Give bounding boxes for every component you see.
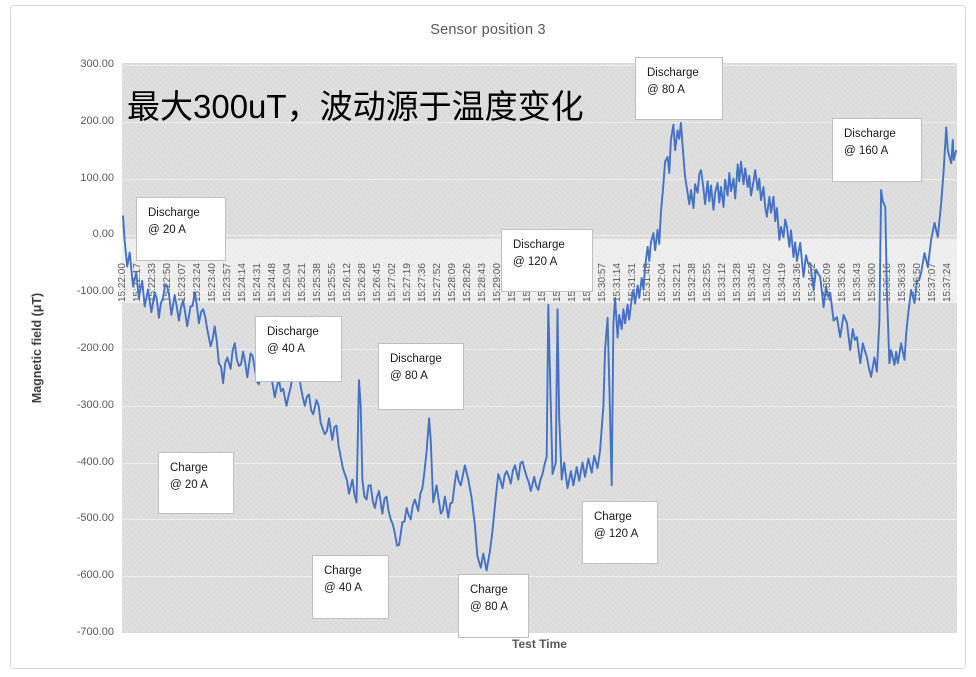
y-tick-label: -500.00 (76, 512, 114, 525)
annotation-text: Discharge (844, 128, 896, 140)
annotation-box: Charge @ 80 A (458, 574, 529, 638)
annotation-text: @ 80 A (470, 601, 508, 614)
annotation-box: Discharge @ 80 A (635, 57, 723, 120)
annotation-text: @ 20 A (170, 479, 208, 492)
y-tick-label: 0.00 (92, 228, 114, 241)
annotation-text: @ 40 A (324, 582, 362, 595)
magnetic-field-series (122, 121, 958, 572)
annotation-text: Discharge (148, 207, 200, 219)
y-tick-label: -100.00 (76, 285, 114, 298)
annotation-box: Discharge @ 160 A (832, 118, 922, 182)
annotation-box: Charge @ 40 A (312, 555, 389, 619)
y-tick-label: 200.00 (80, 114, 114, 127)
x-axis-title: Test Time (512, 637, 567, 651)
annotation-box: Discharge @ 20 A (136, 197, 226, 261)
y-tick-label: -600.00 (76, 569, 114, 582)
annotation-text: Charge (470, 584, 508, 596)
y-tick-label: -200.00 (76, 342, 114, 354)
annotation-box: Charge @ 120 A (582, 501, 658, 564)
annotation-text: @ 120 A (594, 528, 639, 541)
chart-outer-border (10, 5, 966, 669)
annotation-text: Discharge (647, 67, 699, 79)
y-gridline (122, 122, 957, 123)
chart-title: Sensor position 3 (430, 22, 546, 38)
y-gridline (122, 65, 957, 66)
y-gridline (122, 406, 957, 407)
annotation-text: @ 80 A (390, 370, 428, 383)
annotation-text: @ 120 A (513, 256, 558, 269)
annotation-text: Discharge (390, 353, 442, 365)
y-gridline (122, 349, 957, 350)
y-tick-label: -700.00 (76, 626, 114, 638)
y-gridline (122, 519, 957, 520)
annotation-text: Charge (170, 462, 208, 474)
annotation-text: @ 80 A (647, 84, 685, 97)
annotation-text: @ 160 A (844, 145, 889, 158)
y-gridline (122, 292, 957, 293)
annotation-text: Charge (594, 511, 632, 523)
annotation-box: Discharge @ 40 A (255, 316, 342, 382)
annotation-text: Discharge (267, 326, 319, 338)
annotation-text: Charge (324, 565, 362, 577)
overlay-note-text: 最大300uT，波动源于温度变化 (127, 88, 584, 125)
annotation-text: @ 20 A (148, 224, 186, 237)
y-axis-title: Magnetic field (μT) (30, 292, 44, 404)
y-gridline (122, 179, 957, 180)
annotation-text: @ 40 A (267, 343, 305, 356)
annotation-text: Discharge (513, 239, 565, 251)
y-tick-label: -300.00 (76, 398, 114, 411)
y-tick-label: -400.00 (76, 455, 114, 468)
annotation-box: Discharge @ 120 A (501, 229, 593, 292)
y-tick-label: 100.00 (80, 171, 114, 184)
y-gridline (122, 463, 957, 464)
annotation-box: Discharge @ 80 A (378, 343, 464, 410)
annotation-box: Charge @ 20 A (158, 452, 234, 514)
y-tick-label: 300.00 (80, 58, 114, 70)
y-gridline (122, 576, 957, 577)
y-gridline (122, 633, 957, 634)
plot-area: 15:22:00 15:22:17 15:22:33 15:22:50 15:23:07… (117, 63, 958, 634)
